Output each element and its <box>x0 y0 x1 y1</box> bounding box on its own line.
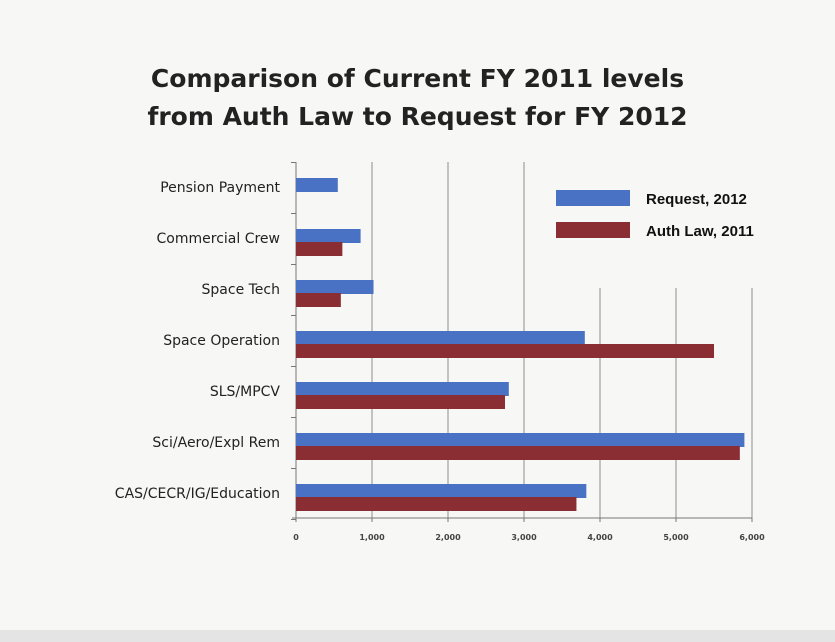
category-label-1: Commercial Crew <box>157 231 280 247</box>
category-label-2: Space Tech <box>202 282 280 298</box>
bar-authlaw-1 <box>296 242 343 256</box>
category-label-4: SLS/MPCV <box>210 384 281 400</box>
bar-request-5 <box>296 433 745 447</box>
chart-title: Comparison of Current FY 2011 levels fro… <box>0 60 835 136</box>
legend-label-1: Auth Law, 2011 <box>646 223 754 240</box>
bar-request-4 <box>296 382 509 396</box>
x-tick-label-2: 2,000 <box>435 533 461 542</box>
legend-label-0: Request, 2012 <box>646 191 747 208</box>
legend-swatch-0 <box>556 190 630 206</box>
category-label-6: CAS/CECR/IG/Education <box>115 486 280 502</box>
bar-request-2 <box>296 280 374 294</box>
x-tick-label-1: 1,000 <box>359 533 385 542</box>
x-tick-label-4: 4,000 <box>587 533 613 542</box>
x-tick-label-3: 3,000 <box>511 533 537 542</box>
chart-title-line-2: from Auth Law to Request for FY 2012 <box>147 102 688 131</box>
x-tick-label-5: 5,000 <box>663 533 689 542</box>
bar-request-3 <box>296 331 585 345</box>
chart-title-line-1: Comparison of Current FY 2011 levels <box>150 64 685 93</box>
bar-authlaw-4 <box>296 395 505 409</box>
bars <box>296 178 745 511</box>
bar-request-1 <box>296 229 361 243</box>
legend-swatch-1 <box>556 222 630 238</box>
x-tick-label-6: 6,000 <box>739 533 765 542</box>
category-label-0: Pension Payment <box>160 180 280 196</box>
bar-authlaw-3 <box>296 344 714 358</box>
bar-authlaw-2 <box>296 293 341 307</box>
legend: Request, 2012 Auth Law, 2011 <box>556 190 754 240</box>
bar-request-6 <box>296 484 587 498</box>
labels: Pension Payment Commercial Crew Space Tech… <box>115 180 765 542</box>
bar-request-0 <box>296 178 338 192</box>
x-tick-label-0: 0 <box>293 533 299 542</box>
bar-authlaw-6 <box>296 497 577 511</box>
category-label-3: Space Operation <box>163 333 280 349</box>
category-label-5: Sci/Aero/Expl Rem <box>152 435 280 451</box>
bar-authlaw-5 <box>296 446 740 460</box>
